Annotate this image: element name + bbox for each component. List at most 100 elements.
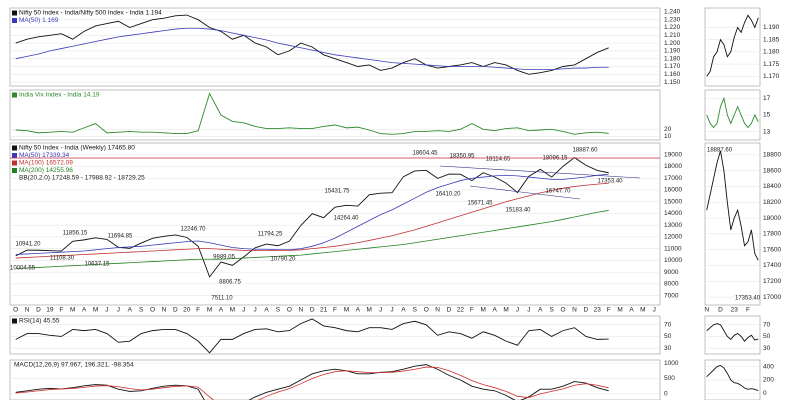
y-tick-label: 50 (763, 333, 771, 340)
y-tick-label: 16000 (664, 187, 682, 194)
y-tick-label: 0 (664, 391, 668, 398)
y-tick-label: 9000 (664, 269, 679, 276)
price-annotation: 10941.20 (15, 242, 41, 248)
x-tick-label: N (298, 307, 303, 314)
y-tick-label: 18000 (664, 163, 682, 170)
y-tick-label: 18800 (763, 152, 781, 159)
x-tick-label: S (276, 307, 281, 314)
x-tick-label: M (503, 307, 508, 314)
price-annotation: 12246.70 (180, 227, 206, 233)
x-tick-label: J (254, 307, 257, 314)
y-tick-label: 1.220 (664, 24, 681, 31)
x-tick-label: O (561, 307, 566, 314)
y-tick-label: 1.240 (664, 9, 681, 16)
legend-label: MA(100) 16572.09 (19, 160, 73, 167)
y-tick-label: 15 (763, 112, 771, 119)
x-tick-label: N (25, 307, 30, 314)
series-line (706, 364, 759, 392)
y-tick-label: 0 (763, 390, 767, 397)
legend-swatch (12, 153, 17, 158)
y-tick-label: 17800 (763, 231, 781, 238)
y-tick-label: 200 (763, 377, 774, 384)
x-tick-label: M (344, 307, 349, 314)
panels (9, 7, 761, 400)
price-annotation: 18350.95 (449, 154, 475, 160)
panel-frame (704, 7, 761, 87)
y-tick-label: 13000 (664, 222, 682, 229)
panel-frame (9, 89, 661, 141)
price-annotation: 11694.85 (108, 234, 133, 240)
legend-swatch (12, 168, 17, 173)
x-tick-label: J (516, 307, 519, 314)
x-tick-label: 23 (594, 307, 602, 314)
x-tick-label: N (162, 307, 167, 314)
legend-label: India Vix Index - India 14.19 (19, 92, 100, 99)
trend-line (439, 165, 641, 179)
y-tick-label: 17400 (763, 262, 781, 269)
series-line (15, 318, 609, 354)
y-tick-label: 1.190 (763, 24, 780, 31)
price-annotation: 11794.25 (258, 232, 283, 238)
price-annotation: 18114.65 (486, 157, 511, 163)
legend-label: MA(50) 17339.34 (19, 152, 70, 159)
price-annotation: 10790.20 (270, 257, 296, 263)
series-line (15, 173, 609, 255)
x-tick-label: J (653, 307, 656, 314)
y-tick-label: 1.180 (664, 55, 681, 62)
x-tick-label: J (390, 307, 393, 314)
series-line (706, 14, 759, 77)
x-tick-label: F (746, 307, 750, 314)
x-tick-label: F (59, 307, 63, 314)
x-tick-label: A (219, 307, 224, 314)
price-annotation: 15183.40 (505, 208, 531, 214)
x-tick-label: 19 (46, 307, 54, 314)
legend-swatch (12, 92, 17, 98)
price-annotation: 18604.45 (412, 151, 438, 157)
x-tick-label: A (401, 307, 406, 314)
y-tick-label: 70 (763, 321, 771, 328)
series-line (706, 96, 759, 129)
price-annotation: 15431.75 (324, 189, 350, 195)
x-tick-label: F (196, 307, 200, 314)
price-annotation: 15671.45 (467, 201, 493, 207)
x-tick-label: M (93, 307, 98, 314)
x-tick-label: J (242, 307, 245, 314)
y-tick-label: 17000 (763, 294, 781, 301)
x-tick-label: O (424, 307, 429, 314)
legend-swatch (12, 145, 17, 151)
y-tick-label: 20 (664, 126, 672, 133)
y-tick-label: 15000 (664, 198, 682, 205)
panel-title: MACD(12,26,9) 97.967, 196.321, -98.354 (14, 362, 134, 369)
series-line (15, 14, 609, 75)
y-tick-label: 14000 (664, 210, 682, 217)
x-tick-label: D (36, 307, 41, 314)
legend-label: MA(50) 1.169 (19, 17, 59, 24)
series-line (15, 182, 609, 259)
y-tick-label: 12000 (664, 234, 682, 241)
price-annotation: 17353.40 (597, 179, 623, 185)
y-tick-label: 1.160 (664, 71, 681, 78)
y-tick-label: 1.180 (763, 49, 780, 56)
x-tick-label: O (13, 307, 18, 314)
x-tick-label: A (128, 307, 133, 314)
x-tick-label: D (310, 307, 315, 314)
legend-swatch (12, 318, 17, 324)
y-tick-label: 10000 (664, 257, 682, 264)
x-tick-label: D (173, 307, 178, 314)
legend-label: RSI(14) 45.55 (19, 318, 60, 325)
x-tick-label: 20 (183, 307, 191, 314)
panel-frame (9, 142, 661, 306)
legend-swatch (12, 10, 17, 16)
x-tick-label: D (718, 307, 723, 314)
price-annotation: 16410.20 (435, 192, 461, 198)
price-annotation: 9889.05 (213, 255, 235, 261)
x-tick-label: 23 (731, 307, 739, 314)
y-tick-label: 1.210 (664, 32, 681, 39)
y-tick-label: 50 (664, 333, 672, 340)
series-line (15, 92, 609, 135)
x-tick-label: A (492, 307, 497, 314)
y-tick-label: 400 (763, 363, 774, 370)
x-tick-label: M (481, 307, 486, 314)
y-tick-label: 1.170 (763, 73, 780, 80)
plot-layer: 1.2401.2301.2201.2101.2001.1901.1801.170… (10, 9, 781, 400)
